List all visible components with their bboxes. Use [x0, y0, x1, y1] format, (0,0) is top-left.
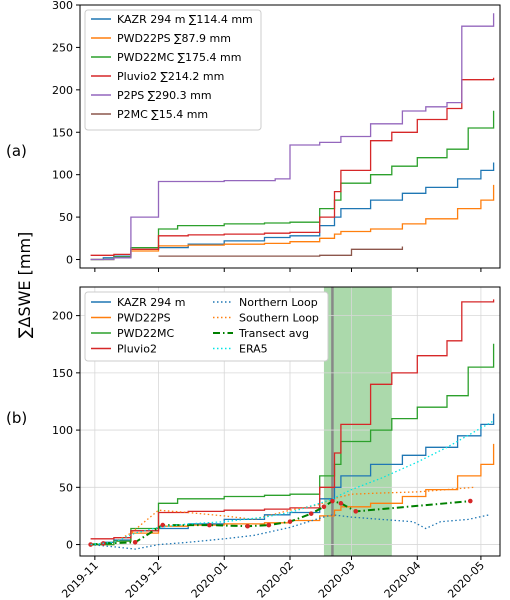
legend-box [84, 291, 329, 362]
series-point [330, 498, 335, 504]
series-point [245, 523, 250, 529]
legend-label: KAZR 294 m [117, 296, 185, 309]
x-tick-label: 2020-02 [254, 559, 296, 600]
legend-label: PWD22PS ∑87.9 mm [117, 32, 231, 45]
legend-label: Southern Loop [239, 312, 319, 325]
legend-label: KAZR 294 m ∑114.4 mm [117, 13, 253, 26]
series-line-6 [158, 246, 404, 257]
series-line-3 [90, 343, 495, 546]
y-tick-label: 0 [66, 539, 73, 552]
series-line-5 [90, 514, 490, 550]
x-tick-label: 2020-01 [189, 559, 231, 600]
legend-label: P2MC ∑15.4 mm [117, 108, 208, 121]
series-point [353, 509, 359, 514]
series-line-8 [90, 420, 494, 546]
y-tick-label: 200 [52, 310, 73, 323]
series-point [321, 504, 327, 510]
series-point [132, 539, 138, 545]
series-point [468, 498, 473, 504]
y-tick-label: 300 [52, 0, 73, 12]
x-tick-label: 2019-11 [59, 559, 101, 600]
y-tick-label: 0 [66, 254, 73, 267]
panel-b-label: (b) [6, 409, 27, 427]
series-line-5 [90, 13, 495, 261]
legend-label: P2PS ∑290.3 mm [117, 89, 212, 102]
y-tick-label: 50 [59, 481, 73, 494]
y-tick-label: 100 [52, 424, 73, 437]
panel-a-label: (a) [6, 142, 27, 160]
legend-label: ERA5 [239, 343, 268, 356]
legend: KAZR 294 m ∑114.4 mm PWD22PS ∑87.9 mm PWD2… [84, 9, 262, 131]
legend-label: Pluvio2 ∑214.2 mm [117, 70, 224, 83]
legend-box [84, 9, 262, 131]
legend-label: PWD22PS [117, 312, 171, 325]
series-line-7 [90, 500, 471, 546]
series-line-4 [90, 299, 495, 540]
y-tick-label: 250 [52, 41, 73, 54]
series-point [266, 522, 272, 528]
panel-a-chart: 0 50 100 150 200 250 300 KAZR 294 m ∑114.4 mm PW… [52, 0, 501, 272]
y-tick-label: 200 [52, 84, 73, 97]
legend: KAZR 294 m PWD22PS PWD22MC Pluvio2 Northern … [84, 291, 329, 362]
series-line-1 [90, 162, 495, 261]
legend-label: Northern Loop [239, 296, 318, 309]
series-point [207, 522, 212, 528]
series-line-4 [90, 77, 495, 256]
y-axis-label: ∑ΔSWE [mm] [15, 232, 34, 339]
series-point [338, 501, 344, 506]
y-tick-label: 150 [52, 367, 73, 380]
x-tick-label: 2020-03 [316, 559, 358, 600]
x-tick-label: 2019-12 [123, 559, 165, 600]
legend-label: Pluvio2 [117, 343, 157, 356]
series-line-6 [90, 486, 475, 546]
legend-label: PWD22MC [117, 327, 174, 340]
x-tick-label: 2020-05 [445, 559, 487, 600]
legend-label: Transect avg [238, 327, 309, 340]
y-tick-label: 50 [59, 211, 73, 224]
legend-label: PWD22MC ∑175.4 mm [117, 51, 241, 64]
series-point [287, 519, 293, 524]
series-point [308, 511, 314, 516]
y-tick-label: 150 [52, 126, 73, 139]
series-line-3 [90, 110, 495, 261]
panel-b-chart: 0 50 100 150 200 2019-11 2019-12 2020-01 2020-02… [52, 286, 501, 600]
y-tick-label: 100 [52, 169, 73, 182]
x-tick-label: 2020-04 [382, 559, 424, 600]
